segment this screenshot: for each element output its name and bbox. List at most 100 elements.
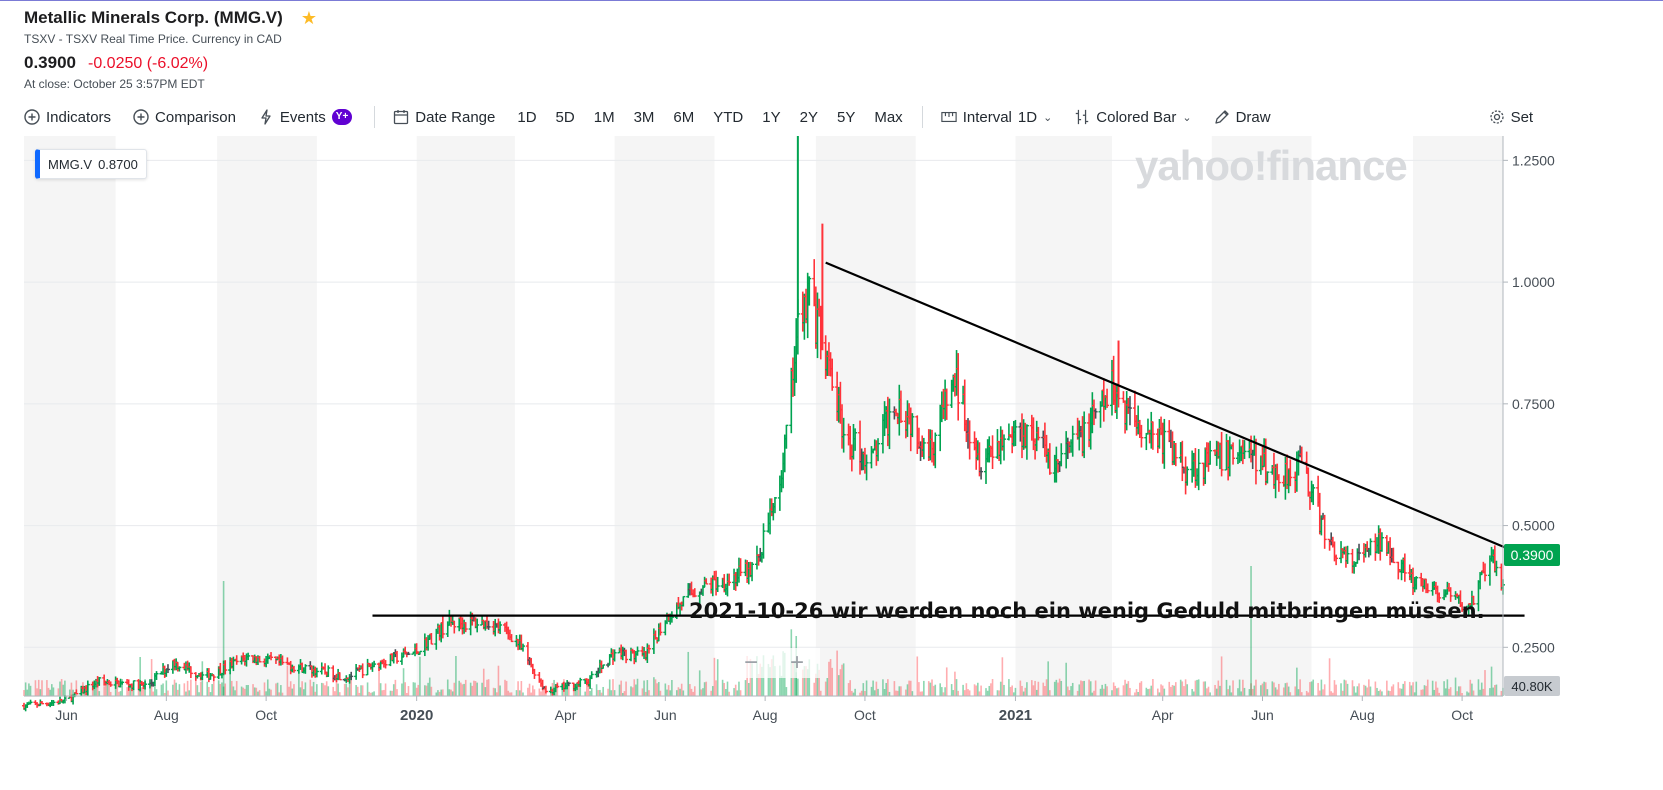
volume-bar [860, 690, 863, 696]
volume-bar [1001, 657, 1004, 696]
volume-bar [522, 692, 524, 696]
close-timestamp: At close: October 25 3:57PM EDT [24, 77, 205, 91]
volume-bar [757, 673, 760, 696]
volume-bar [854, 688, 856, 696]
volume-bar [430, 686, 433, 696]
volume-bar [1377, 690, 1380, 696]
volume-bar [590, 688, 593, 696]
volume-bar [1171, 685, 1174, 696]
comparison-button[interactable]: Comparison [133, 109, 236, 126]
range-3m[interactable]: 3M [633, 108, 655, 126]
volume-bar [1215, 688, 1218, 696]
volume-bar [229, 661, 231, 696]
range-ytd[interactable]: YTD [713, 108, 744, 126]
settings-button[interactable]: Set [1489, 109, 1533, 126]
calendar-icon [393, 109, 409, 125]
symbol-legend[interactable]: MMG.V 0.8700 [35, 149, 147, 179]
volume-bar [906, 684, 909, 696]
volume-bar [1490, 666, 1493, 696]
volume-bar [1330, 691, 1333, 696]
volume-bar [1415, 681, 1418, 696]
volume-bar [1071, 682, 1074, 696]
volume-bar [137, 689, 140, 696]
volume-bar [464, 679, 467, 696]
volume-bar [644, 691, 647, 696]
legend-symbol: MMG.V [48, 156, 93, 172]
range-2y[interactable]: 2Y [799, 108, 818, 126]
range-1d[interactable]: 1D [517, 108, 537, 126]
volume-bar [1127, 681, 1130, 696]
pencil-icon [1214, 109, 1230, 125]
range-5y[interactable]: 5Y [836, 108, 856, 126]
volume-bar [1253, 685, 1256, 696]
volume-bar [316, 684, 318, 696]
volume-bar [1158, 692, 1161, 696]
volume-bar [347, 687, 349, 696]
volume-bar [1420, 689, 1422, 696]
x-tick-label: Jun [654, 707, 677, 723]
volume-bar [836, 650, 838, 696]
volume-bar [1459, 686, 1462, 696]
volume-bar [739, 690, 742, 696]
volume-bar [289, 681, 292, 696]
volume-bar [795, 672, 798, 696]
volume-bar [258, 690, 261, 696]
volume-bar [1389, 691, 1391, 696]
volume-bar [574, 690, 577, 696]
volume-bar [1237, 688, 1239, 696]
draw-button[interactable]: Draw [1214, 109, 1271, 126]
range-1y[interactable]: 1Y [762, 108, 781, 126]
volume-bar [1477, 679, 1480, 696]
volume-bar [518, 690, 521, 696]
price-chart[interactable]: 1.2500 1.0000 0.7500 0.5000 0.2500 Jun Aug Oct… [0, 136, 1663, 785]
volume-bar [911, 691, 914, 696]
volume-bar [978, 691, 981, 696]
zoom-in-icon[interactable]: + [789, 649, 804, 676]
volume-bar [378, 663, 380, 696]
star-icon[interactable]: ★ [300, 8, 317, 28]
range-5d[interactable]: 5D [555, 108, 575, 126]
volume-bar [240, 686, 243, 696]
volume-bar [589, 691, 591, 696]
volume-bar [1402, 683, 1405, 696]
volume-bar [407, 686, 410, 696]
volume-bar [1387, 690, 1390, 696]
volume-bar [1191, 688, 1193, 696]
volume-bar [955, 679, 958, 696]
volume-bar [541, 684, 544, 696]
chart-type-button[interactable]: Colored Bar ⌄ [1074, 109, 1192, 126]
volume-bar [114, 682, 117, 696]
range-max[interactable]: Max [874, 108, 903, 126]
volume-bar [1317, 682, 1319, 696]
volume-bar [1461, 692, 1463, 696]
volume-bar [126, 687, 128, 696]
date-range-button[interactable]: Date Range [393, 109, 495, 126]
volume-bar [657, 682, 660, 696]
volume-bar [83, 691, 86, 696]
chart-area[interactable]: 1.2500 1.0000 0.7500 0.5000 0.2500 Jun Aug Oct… [0, 136, 1663, 785]
volume-bar [885, 682, 888, 696]
volume-bar [985, 688, 987, 696]
volume-bar [36, 688, 38, 696]
indicators-button[interactable]: Indicators [24, 109, 111, 126]
volume-bar [908, 680, 910, 696]
volume-bar [873, 690, 876, 696]
volume-bar [1021, 685, 1023, 696]
chart-toolbar: Indicators Comparison Events Y+ Date Ran… [24, 105, 1555, 129]
volume-bar [1152, 679, 1154, 696]
interval-button[interactable]: Interval 1D ⌄ [940, 109, 1052, 126]
volume-bar [988, 685, 991, 696]
volume-bar [1032, 685, 1035, 696]
volume-bar [1179, 679, 1182, 696]
chevron-down-icon: ⌄ [1182, 111, 1192, 124]
volume-bar [1309, 682, 1311, 696]
range-6m[interactable]: 6M [673, 108, 695, 126]
volume-bar [587, 681, 590, 696]
volume-bar [898, 686, 901, 696]
zoom-out-icon[interactable]: − [743, 649, 758, 676]
volume-bar [1194, 680, 1197, 696]
volume-bar [1055, 679, 1058, 696]
volume-bar [402, 668, 405, 696]
events-button[interactable]: Events Y+ [258, 109, 353, 126]
range-1m[interactable]: 1M [593, 108, 615, 126]
